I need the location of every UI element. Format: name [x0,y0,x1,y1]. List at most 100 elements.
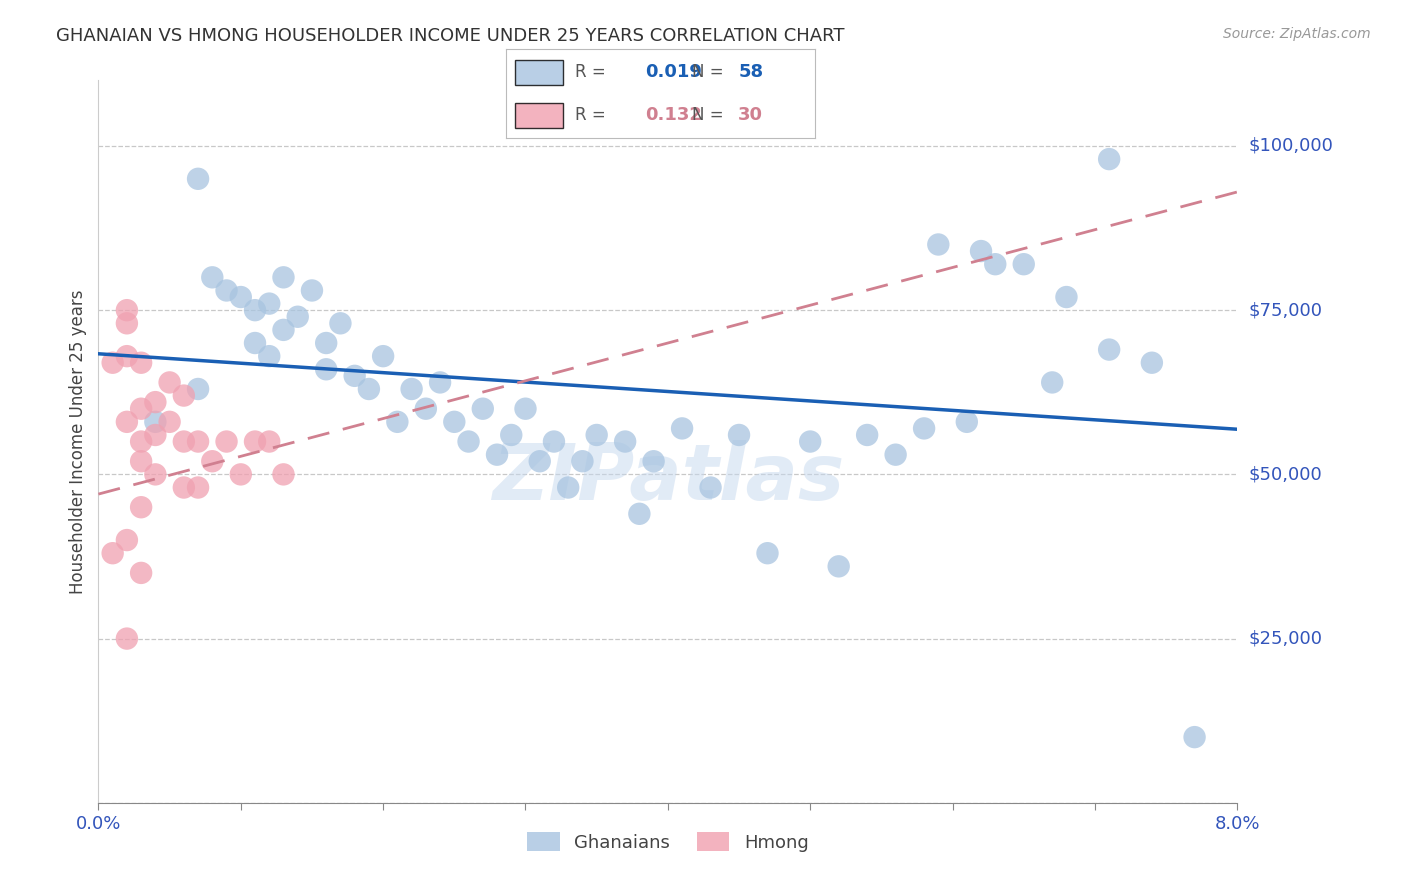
Text: N =: N = [692,106,728,124]
Point [956,415,979,429]
Point [1098,343,1121,357]
Point [301,284,323,298]
Point [129,500,152,515]
Point [129,566,152,580]
Point [1040,376,1063,390]
Point [259,349,281,363]
Point [115,415,138,429]
Text: 30: 30 [738,106,763,124]
Text: R =: R = [575,106,612,124]
Point [912,421,935,435]
Point [215,434,238,449]
Point [1056,290,1078,304]
Point [699,481,721,495]
Point [129,401,152,416]
FancyBboxPatch shape [516,60,562,85]
Point [115,349,138,363]
Point [273,323,295,337]
Point [371,349,394,363]
Point [243,336,266,351]
Point [201,454,224,468]
Point [129,356,152,370]
Point [229,290,252,304]
Point [828,559,851,574]
Point [173,481,195,495]
Point [628,507,651,521]
Point [129,434,152,449]
Point [728,428,751,442]
FancyBboxPatch shape [516,103,562,128]
Point [799,434,821,449]
Point [229,467,252,482]
Point [643,454,665,468]
Point [145,415,167,429]
Y-axis label: Householder Income Under 25 years: Householder Income Under 25 years [69,289,87,594]
Point [259,434,281,449]
Point [315,336,337,351]
Text: N =: N = [692,63,728,81]
Point [145,467,167,482]
Point [443,415,465,429]
Point [970,244,993,258]
Text: $25,000: $25,000 [1249,630,1323,648]
Point [201,270,224,285]
Point [187,171,209,186]
Point [243,303,266,318]
Point [215,284,238,298]
Point [343,368,366,383]
Point [329,316,352,330]
Text: 0.132: 0.132 [645,106,702,124]
Point [173,388,195,402]
Point [187,434,209,449]
Text: $75,000: $75,000 [1249,301,1323,319]
Text: GHANAIAN VS HMONG HOUSEHOLDER INCOME UNDER 25 YEARS CORRELATION CHART: GHANAIAN VS HMONG HOUSEHOLDER INCOME UND… [56,27,845,45]
Point [1184,730,1206,744]
Point [101,356,124,370]
Point [387,415,409,429]
Point [115,632,138,646]
Point [159,415,181,429]
Point [415,401,437,416]
Text: 58: 58 [738,63,763,81]
Point [501,428,523,442]
Point [984,257,1007,271]
Point [115,533,138,547]
Point [614,434,637,449]
Point [159,376,181,390]
Point [529,454,551,468]
Point [1012,257,1035,271]
Text: ZIPatlas: ZIPatlas [492,440,844,516]
Text: Source: ZipAtlas.com: Source: ZipAtlas.com [1223,27,1371,41]
Point [671,421,693,435]
Point [884,448,907,462]
Point [259,296,281,310]
Point [585,428,607,442]
Point [315,362,337,376]
Point [471,401,494,416]
Point [115,316,138,330]
Point [1098,152,1121,166]
Point [429,376,451,390]
Point [273,270,295,285]
Point [1140,356,1163,370]
Point [927,237,949,252]
Point [273,467,295,482]
Point [357,382,380,396]
Point [571,454,593,468]
Text: $50,000: $50,000 [1249,466,1322,483]
Point [287,310,309,324]
Point [101,546,124,560]
Point [557,481,579,495]
Point [115,303,138,318]
Point [756,546,779,560]
Point [401,382,423,396]
Text: $100,000: $100,000 [1249,137,1333,155]
Point [187,382,209,396]
Point [457,434,479,449]
Legend: Ghanaians, Hmong: Ghanaians, Hmong [520,825,815,859]
Text: 0.019: 0.019 [645,63,702,81]
Text: R =: R = [575,63,612,81]
Point [187,481,209,495]
Point [129,454,152,468]
Point [543,434,565,449]
